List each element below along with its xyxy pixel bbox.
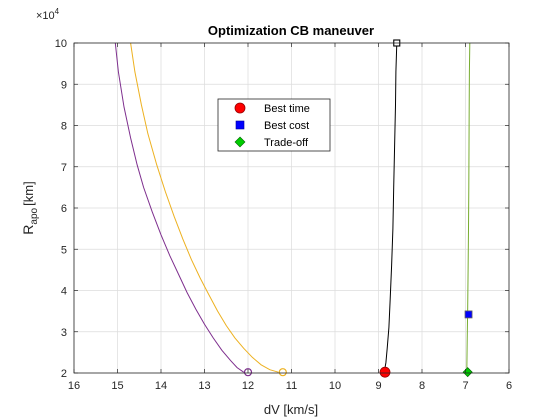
chart-title: Optimization CB maneuver	[208, 23, 374, 38]
y-axis-label: Rapo[km]	[20, 181, 40, 234]
x-tick-label: 15	[111, 380, 123, 392]
legend-entry-best-cost: Best cost	[235, 120, 309, 132]
solution-marker-circle	[379, 366, 391, 378]
y-exponent-power: 4	[55, 7, 60, 16]
solution-marker-square	[464, 310, 473, 319]
y-tick-label: 7	[61, 162, 67, 174]
legend: Best time Best cost Trade-off	[217, 98, 331, 152]
y-tick-label: 3	[61, 327, 67, 339]
tick-labels: 16 15 14 13 12 11 10 9 8 7 6 2 3 4 5 6 7 8 9 10	[55, 38, 512, 392]
y-tick-label: 10	[55, 38, 67, 50]
legend-label-best-time: Best time	[264, 103, 310, 115]
x-tick-label: 9	[375, 380, 381, 392]
x-tick-label: 10	[329, 380, 341, 392]
y-exponent: ×104	[36, 7, 60, 22]
y-tick-label: 9	[61, 79, 67, 91]
y-axis-label-unit: [km]	[21, 181, 36, 206]
series-line-3	[466, 42, 471, 373]
x-tick-label: 11	[286, 380, 297, 392]
series-end-marker-0	[243, 368, 253, 377]
series-line-1	[130, 42, 279, 373]
legend-marker-square	[235, 120, 245, 130]
series-line-0	[114, 42, 244, 373]
ticks	[73, 42, 510, 374]
y-tick-label: 6	[61, 203, 67, 215]
series-line-2	[383, 42, 398, 373]
x-axis-label: dV [km/s]	[264, 402, 318, 417]
x-tick-label: 14	[155, 380, 167, 392]
y-tick-label: 4	[61, 286, 67, 298]
x-tick-label: 13	[198, 380, 210, 392]
x-tick-label: 6	[506, 380, 512, 392]
y-tick-label: 2	[61, 368, 67, 380]
y-tick-label: 5	[61, 244, 67, 256]
legend-marker-diamond	[234, 136, 246, 148]
legend-label-best-cost: Best cost	[264, 120, 309, 132]
legend-entry-trade-off: Trade-off	[234, 136, 309, 149]
x-tick-label: 7	[462, 380, 468, 392]
series-layer	[114, 42, 471, 373]
legend-marker-circle	[234, 102, 246, 114]
y-exponent-prefix: ×10	[36, 10, 55, 22]
y-tick-label: 8	[61, 121, 67, 133]
x-tick-label: 16	[68, 380, 80, 392]
x-tick-label: 8	[419, 380, 425, 392]
legend-entry-best-time: Best time	[234, 102, 310, 115]
x-tick-label: 12	[242, 380, 254, 392]
y-axis-label-sub: apo	[29, 207, 40, 224]
y-axis-label-main: R	[20, 225, 36, 235]
series-end-marker-1	[278, 368, 287, 377]
legend-label-trade-off: Trade-off	[264, 137, 309, 149]
